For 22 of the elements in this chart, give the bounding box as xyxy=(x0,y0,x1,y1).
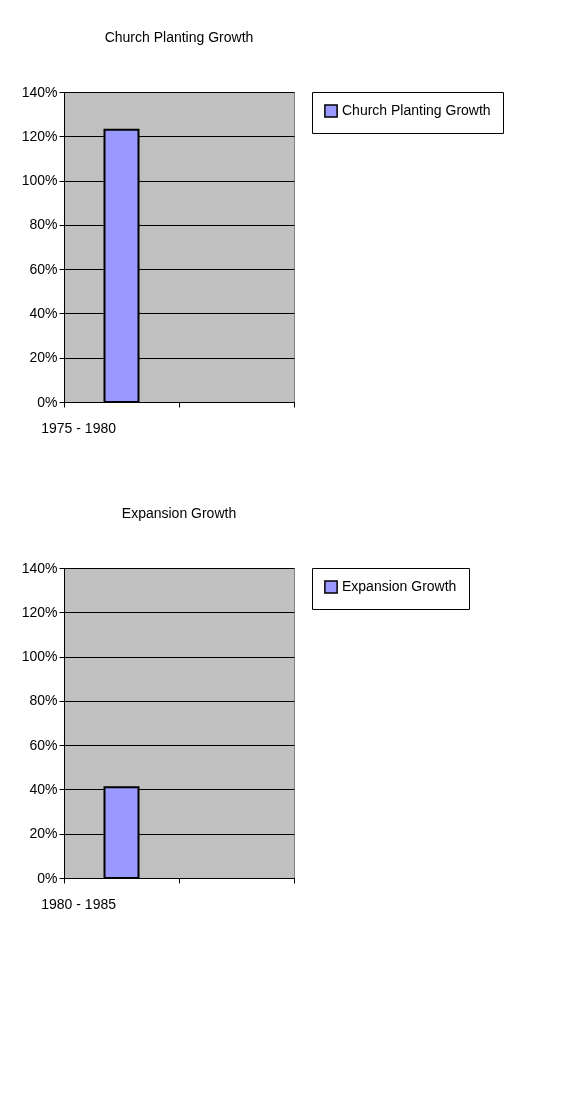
x-tick-label: 1980 - 1985 xyxy=(41,895,117,912)
y-tick-label: 0% xyxy=(37,393,58,410)
y-tick-label: 120% xyxy=(21,603,58,620)
y-tick-label: 120% xyxy=(21,127,58,144)
y-tick-label: 80% xyxy=(29,216,58,233)
y-tick-label: 100% xyxy=(21,648,58,665)
y-tick-label: 60% xyxy=(29,736,58,753)
y-tick-label: 20% xyxy=(29,349,58,366)
y-tick-label: 0% xyxy=(37,869,58,886)
y-tick-label: 140% xyxy=(21,83,58,100)
y-tick-label: 40% xyxy=(29,780,58,797)
chart-title: Expansion Growth xyxy=(121,505,237,521)
legend-label: Church Planting Growth xyxy=(342,102,491,118)
legend-label: Expansion Growth xyxy=(342,578,457,594)
y-tick-label: 60% xyxy=(29,260,58,277)
y-tick-label: 40% xyxy=(29,304,58,321)
y-tick-label: 20% xyxy=(29,825,58,842)
y-tick-label: 100% xyxy=(21,172,58,189)
x-tick-label: 1975 - 1980 xyxy=(41,419,117,436)
y-tick-label: 80% xyxy=(29,692,58,709)
y-tick-label: 140% xyxy=(21,559,58,576)
chart-title: Church Planting Growth xyxy=(104,29,254,45)
